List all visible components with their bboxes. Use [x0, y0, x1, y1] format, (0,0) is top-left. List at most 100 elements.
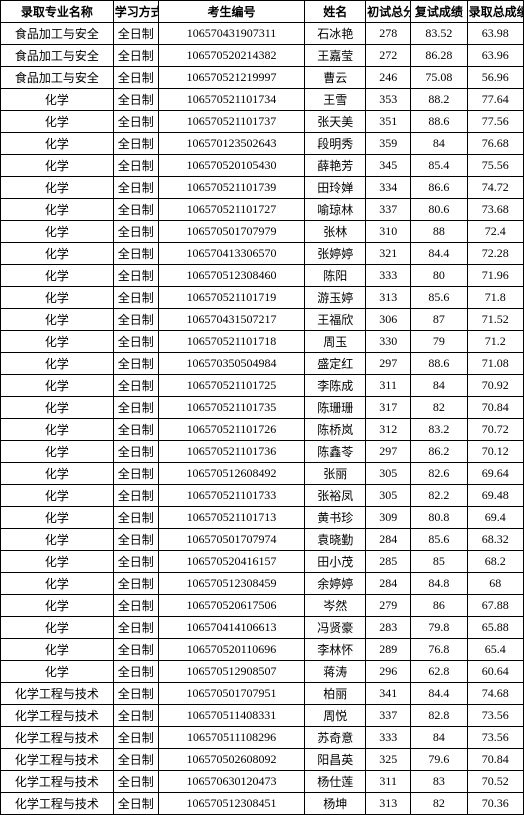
table-cell: 65.4 [467, 639, 523, 661]
table-cell: 喻琼林 [305, 199, 366, 221]
table-cell: 全日制 [113, 705, 158, 727]
table-cell: 70.72 [467, 419, 523, 441]
table-row: 化学全日制106570520617506岑然2798667.88 [1, 595, 524, 617]
table-cell: 74.72 [467, 177, 523, 199]
table-cell: 全日制 [113, 177, 158, 199]
table-cell: 全日制 [113, 133, 158, 155]
table-cell: 70.84 [467, 749, 523, 771]
table-cell: 阳昌英 [305, 749, 366, 771]
table-cell: 曹云 [305, 67, 366, 89]
table-cell: 袁晓勤 [305, 529, 366, 551]
table-cell: 化学 [1, 309, 114, 331]
table-cell: 289 [366, 639, 411, 661]
table-row: 化学全日制106570521101736陈鑫苓29786.270.12 [1, 441, 524, 463]
table-cell: 285 [366, 551, 411, 573]
table-cell: 68.2 [467, 551, 523, 573]
table-row: 化学全日制106570521101719游玉婷31385.671.8 [1, 287, 524, 309]
table-cell: 全日制 [113, 573, 158, 595]
table-cell: 张婷婷 [305, 243, 366, 265]
table-cell: 化学 [1, 331, 114, 353]
table-cell: 化学 [1, 375, 114, 397]
table-cell: 74.68 [467, 683, 523, 705]
table-row: 食品加工与安全全日制106570431907311石冰艳27883.5263.9… [1, 23, 524, 45]
table-cell: 李陈成 [305, 375, 366, 397]
table-cell: 杨仕莲 [305, 771, 366, 793]
table-cell: 全日制 [113, 463, 158, 485]
table-cell: 田小茂 [305, 551, 366, 573]
table-cell: 106570511408331 [158, 705, 305, 727]
table-row: 食品加工与安全全日制106570521219997曹云24675.0856.96 [1, 67, 524, 89]
table-cell: 79.6 [411, 749, 467, 771]
table-cell: 化学工程与技术 [1, 683, 114, 705]
table-cell: 83 [411, 771, 467, 793]
table-cell: 76.8 [411, 639, 467, 661]
table-cell: 85.4 [411, 155, 467, 177]
table-cell: 88.6 [411, 353, 467, 375]
table-cell: 化学 [1, 177, 114, 199]
table-cell: 71.2 [467, 331, 523, 353]
table-cell: 106570630120473 [158, 771, 305, 793]
table-cell: 86 [411, 595, 467, 617]
table-cell: 325 [366, 749, 411, 771]
table-cell: 全日制 [113, 375, 158, 397]
table-cell: 化学 [1, 661, 114, 683]
table-cell: 69.4 [467, 507, 523, 529]
table-cell: 106570512908507 [158, 661, 305, 683]
table-cell: 284 [366, 529, 411, 551]
table-cell: 106570414106613 [158, 617, 305, 639]
table-row: 化学全日制106570512308460陈阳3338071.96 [1, 265, 524, 287]
table-cell: 80.6 [411, 199, 467, 221]
table-cell: 化学 [1, 419, 114, 441]
table-cell: 106570501707979 [158, 221, 305, 243]
table-cell: 278 [366, 23, 411, 45]
table-cell: 79.8 [411, 617, 467, 639]
table-cell: 84 [411, 727, 467, 749]
table-row: 化学工程与技术全日制106570511408331周悦33782.873.56 [1, 705, 524, 727]
admission-table: 录取专业名称 学习方式 考生编号 姓名 初试总分 复试成绩 录取总成绩 食品加工… [0, 0, 524, 815]
table-cell: 83.2 [411, 419, 467, 441]
table-cell: 82.6 [411, 463, 467, 485]
table-cell: 全日制 [113, 595, 158, 617]
table-cell: 化学 [1, 287, 114, 309]
table-cell: 全日制 [113, 89, 158, 111]
table-cell: 全日制 [113, 771, 158, 793]
table-cell: 106570512308460 [158, 265, 305, 287]
table-cell: 106570512608492 [158, 463, 305, 485]
table-body: 食品加工与安全全日制106570431907311石冰艳27883.5263.9… [1, 23, 524, 815]
table-cell: 86.2 [411, 441, 467, 463]
table-cell: 全日制 [113, 287, 158, 309]
table-cell: 67.88 [467, 595, 523, 617]
table-cell: 化学 [1, 155, 114, 177]
table-cell: 王雪 [305, 89, 366, 111]
table-cell: 106570521101733 [158, 485, 305, 507]
table-cell: 陈珊珊 [305, 397, 366, 419]
table-cell: 72.4 [467, 221, 523, 243]
table-cell: 106570521101719 [158, 287, 305, 309]
table-cell: 全日制 [113, 749, 158, 771]
table-cell: 106570520617506 [158, 595, 305, 617]
table-cell: 化学 [1, 617, 114, 639]
table-row: 化学全日制106570521101713黄书珍30980.869.4 [1, 507, 524, 529]
table-cell: 68.32 [467, 529, 523, 551]
table-cell: 106570123502643 [158, 133, 305, 155]
header-score1: 初试总分 [366, 1, 411, 23]
table-cell: 333 [366, 265, 411, 287]
table-row: 化学全日制106570521101727喻琼林33780.673.68 [1, 199, 524, 221]
table-cell: 106570521101737 [158, 111, 305, 133]
table-row: 化学工程与技术全日制106570501707951柏丽34184.474.68 [1, 683, 524, 705]
table-row: 化学全日制106570521101725李陈成3118470.92 [1, 375, 524, 397]
table-cell: 全日制 [113, 441, 158, 463]
table-cell: 313 [366, 287, 411, 309]
table-cell: 全日制 [113, 45, 158, 67]
table-cell: 83.52 [411, 23, 467, 45]
table-cell: 田玲婵 [305, 177, 366, 199]
table-cell: 88 [411, 221, 467, 243]
table-cell: 87 [411, 309, 467, 331]
table-cell: 84.8 [411, 573, 467, 595]
table-cell: 全日制 [113, 419, 158, 441]
table-row: 食品加工与安全全日制106570520214382王嘉莹27286.2863.9… [1, 45, 524, 67]
table-cell: 全日制 [113, 485, 158, 507]
table-row: 化学全日制106570413306570张婷婷32184.472.28 [1, 243, 524, 265]
table-cell: 85 [411, 551, 467, 573]
table-cell: 106570521101734 [158, 89, 305, 111]
